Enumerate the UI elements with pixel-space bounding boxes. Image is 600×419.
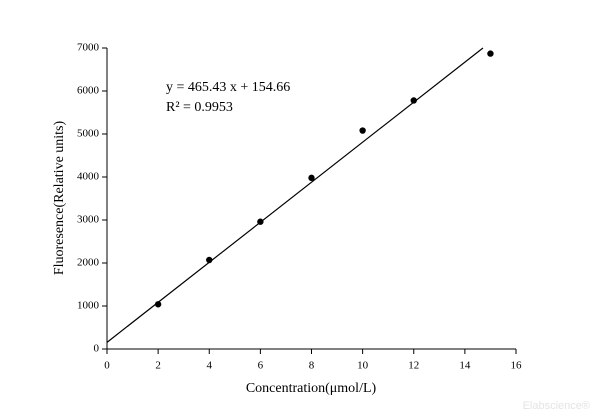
- data-point: [206, 256, 213, 264]
- y-tick-label: 2000: [77, 257, 100, 269]
- y-tick-label: 5000: [77, 128, 100, 140]
- x-tick-label: 2: [155, 360, 161, 372]
- x-tick-label: 12: [408, 360, 419, 372]
- y-axis-label: Fluoresence(Relative units): [52, 120, 67, 275]
- data-point: [487, 50, 494, 57]
- data-point: [154, 301, 162, 308]
- y-tick-label: 0: [94, 343, 100, 355]
- x-tick-label: 6: [258, 360, 264, 372]
- x-tick-label: 14: [459, 360, 471, 372]
- data-point: [359, 127, 366, 134]
- y-tick-label: 7000: [77, 42, 100, 54]
- x-axis-label: Concentration(μmol/L): [246, 381, 377, 396]
- y-tick-label: 3000: [77, 214, 100, 226]
- x-tick-label: 8: [309, 360, 315, 372]
- watermark: Elabscience®: [523, 400, 590, 412]
- x-tick-label: 0: [104, 360, 110, 372]
- x-tick-label: 4: [207, 360, 213, 372]
- data-point: [410, 97, 417, 104]
- fit-equation: y = 465.43 x + 154.66: [166, 80, 290, 95]
- fit-line: [106, 47, 484, 343]
- data-point: [308, 174, 315, 182]
- y-tick-label: 6000: [77, 85, 100, 97]
- y-tick-label: 1000: [77, 300, 100, 312]
- data-point: [257, 218, 264, 225]
- x-tick-label: 10: [357, 360, 369, 372]
- fit-r2: R² = 0.9953: [166, 100, 233, 115]
- y-tick-label: 4000: [77, 171, 100, 183]
- x-tick-label: 16: [511, 360, 523, 372]
